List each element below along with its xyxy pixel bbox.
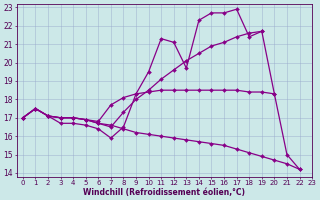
X-axis label: Windchill (Refroidissement éolien,°C): Windchill (Refroidissement éolien,°C) bbox=[83, 188, 245, 197]
